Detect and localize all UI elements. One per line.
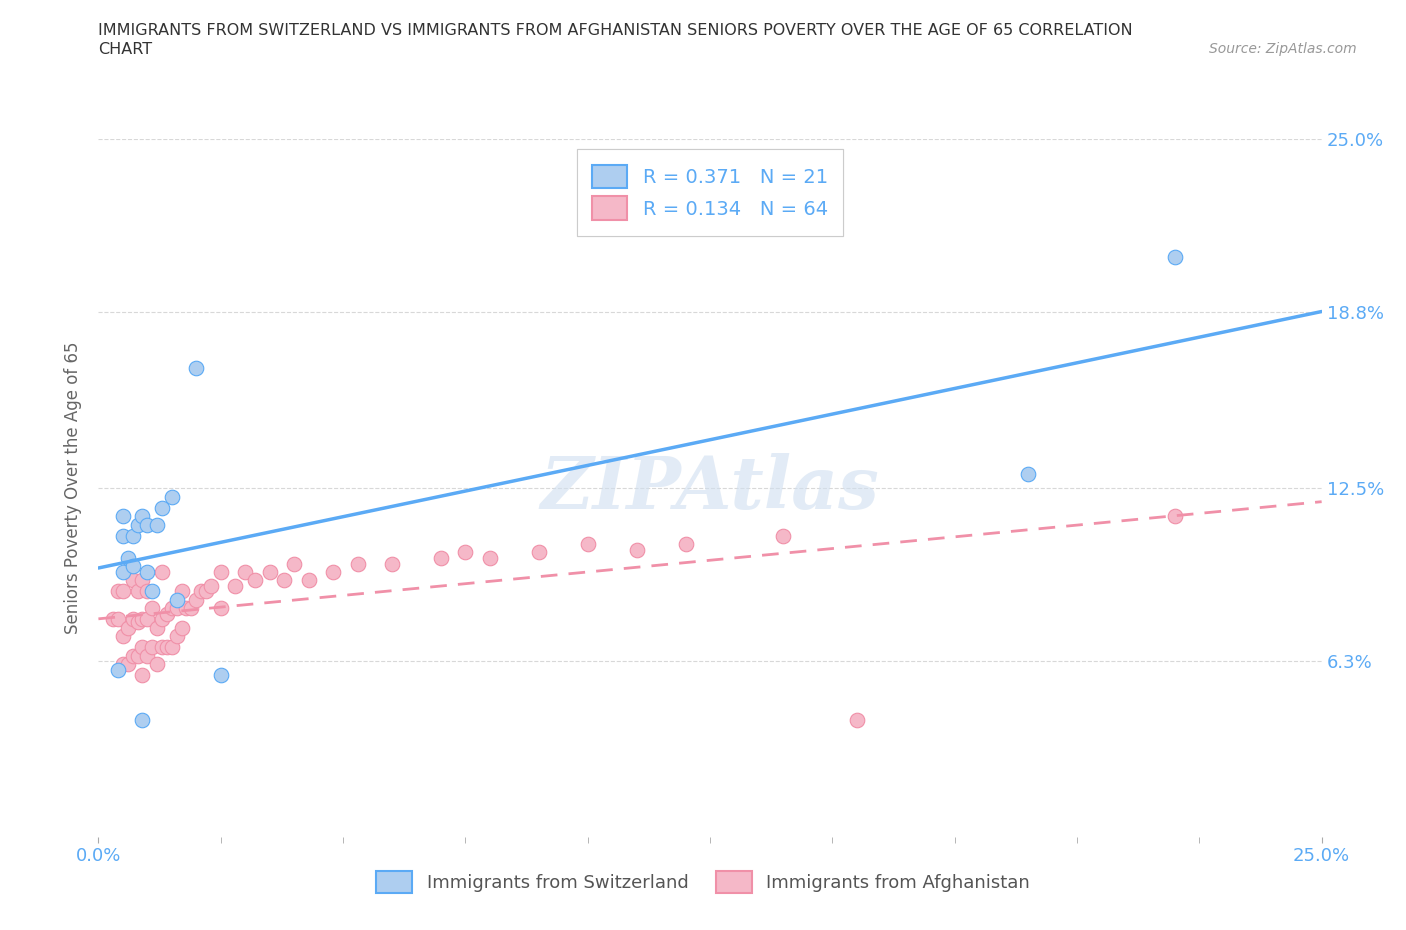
- Point: [209, 601, 232, 616]
- Point: [186, 361, 208, 376]
- Point: [121, 648, 143, 663]
- Point: [195, 584, 218, 599]
- Point: [111, 528, 134, 543]
- Point: [146, 657, 169, 671]
- Point: [346, 556, 368, 571]
- Point: [117, 657, 139, 671]
- Point: [136, 648, 159, 663]
- Point: [121, 559, 143, 574]
- Point: [121, 573, 143, 588]
- Point: [243, 573, 266, 588]
- Point: [170, 620, 193, 635]
- Point: [156, 606, 179, 621]
- Point: [136, 517, 159, 532]
- Point: [136, 612, 159, 627]
- Point: [1017, 467, 1039, 482]
- Point: [160, 640, 183, 655]
- Point: [111, 584, 134, 599]
- Point: [156, 640, 179, 655]
- Point: [111, 565, 134, 579]
- Point: [107, 612, 129, 627]
- Point: [675, 537, 697, 551]
- Legend: Immigrants from Switzerland, Immigrants from Afghanistan: Immigrants from Switzerland, Immigrants …: [367, 862, 1039, 902]
- Point: [209, 565, 232, 579]
- Text: Source: ZipAtlas.com: Source: ZipAtlas.com: [1209, 42, 1357, 56]
- Point: [454, 545, 477, 560]
- Point: [190, 584, 212, 599]
- Point: [576, 537, 599, 551]
- Text: CHART: CHART: [98, 42, 152, 57]
- Point: [150, 500, 173, 515]
- Point: [283, 556, 305, 571]
- Point: [166, 629, 188, 644]
- Point: [224, 578, 246, 593]
- Point: [150, 565, 173, 579]
- Point: [1164, 509, 1187, 524]
- Point: [146, 620, 169, 635]
- Y-axis label: Seniors Poverty Over the Age of 65: Seniors Poverty Over the Age of 65: [65, 342, 83, 634]
- Point: [772, 528, 794, 543]
- Point: [141, 640, 163, 655]
- Point: [200, 578, 222, 593]
- Point: [127, 517, 149, 532]
- Point: [117, 551, 139, 565]
- Point: [131, 712, 153, 727]
- Point: [111, 657, 134, 671]
- Point: [117, 620, 139, 635]
- Point: [430, 551, 453, 565]
- Point: [259, 565, 281, 579]
- Text: IMMIGRANTS FROM SWITZERLAND VS IMMIGRANTS FROM AFGHANISTAN SENIORS POVERTY OVER : IMMIGRANTS FROM SWITZERLAND VS IMMIGRANT…: [98, 23, 1133, 38]
- Point: [1164, 249, 1187, 264]
- Point: [121, 528, 143, 543]
- Point: [150, 640, 173, 655]
- Point: [127, 615, 149, 630]
- Point: [131, 509, 153, 524]
- Point: [136, 584, 159, 599]
- Point: [160, 489, 183, 504]
- Point: [101, 612, 124, 627]
- Point: [160, 601, 183, 616]
- Point: [170, 584, 193, 599]
- Point: [233, 565, 256, 579]
- Point: [180, 601, 202, 616]
- Point: [131, 612, 153, 627]
- Point: [107, 584, 129, 599]
- Point: [527, 545, 550, 560]
- Point: [141, 601, 163, 616]
- Point: [146, 517, 169, 532]
- Point: [381, 556, 404, 571]
- Point: [273, 573, 295, 588]
- Point: [176, 601, 198, 616]
- Point: [127, 648, 149, 663]
- Point: [121, 612, 143, 627]
- Text: ZIPAtlas: ZIPAtlas: [541, 453, 879, 524]
- Point: [136, 565, 159, 579]
- Point: [298, 573, 321, 588]
- Point: [626, 542, 648, 557]
- Point: [131, 640, 153, 655]
- Legend: R = 0.371   N = 21, R = 0.134   N = 64: R = 0.371 N = 21, R = 0.134 N = 64: [576, 149, 844, 235]
- Point: [127, 584, 149, 599]
- Point: [186, 592, 208, 607]
- Point: [141, 584, 163, 599]
- Point: [111, 629, 134, 644]
- Point: [131, 573, 153, 588]
- Point: [478, 551, 501, 565]
- Point: [111, 509, 134, 524]
- Point: [131, 668, 153, 683]
- Point: [166, 592, 188, 607]
- Point: [166, 601, 188, 616]
- Point: [107, 662, 129, 677]
- Point: [209, 668, 232, 683]
- Point: [845, 712, 868, 727]
- Point: [322, 565, 344, 579]
- Point: [150, 612, 173, 627]
